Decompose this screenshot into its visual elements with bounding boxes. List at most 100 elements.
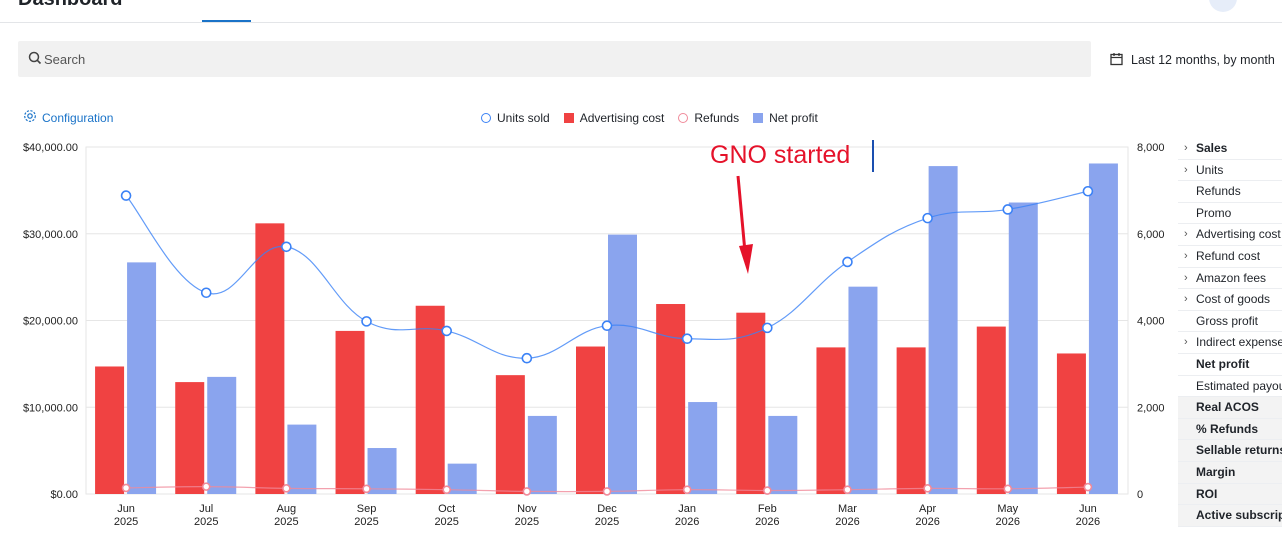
metric-label: Active subscriptions (1196, 508, 1282, 523)
point-refunds (362, 484, 371, 494)
calendar-icon (1110, 52, 1123, 69)
metric-row[interactable]: › Refund cost (1178, 246, 1282, 268)
point-units-sold (1002, 204, 1014, 215)
metric-label: Sales (1196, 141, 1228, 155)
metric-label: Refunds (1196, 184, 1241, 199)
legend-item-net-profit[interactable]: Net profit (753, 111, 818, 125)
x-tick-label-month: Oct (438, 503, 455, 515)
metric-label: Sellable returns (1196, 443, 1282, 458)
point-refunds (201, 482, 211, 491)
x-tick-label-month: Jun (1079, 503, 1097, 515)
metric-label: Cost of goods (1196, 292, 1271, 307)
metric-label: Indirect expenses (1196, 335, 1282, 350)
x-tick-label-month: May (997, 503, 1018, 515)
gear-icon (23, 109, 37, 126)
page-title: Dashboard (18, 0, 122, 11)
metric-label: ROI (1196, 486, 1218, 501)
annotation-text: GNO started (710, 141, 851, 169)
bar-advertising-cost (335, 330, 365, 494)
y-tick-label-right: 6,000 (1137, 229, 1165, 241)
chevron-right-icon[interactable]: › (1184, 228, 1188, 241)
point-refunds (843, 485, 852, 494)
bar-advertising-cost (896, 347, 926, 494)
legend-item-advertising-cost[interactable]: Advertising cost (563, 111, 664, 125)
bar-advertising-cost (415, 305, 445, 494)
chevron-right-icon[interactable]: › (1184, 271, 1188, 284)
metric-row[interactable]: › Cost of goods (1178, 289, 1282, 311)
y-tick-label-left: $10,000.00 (23, 402, 78, 414)
configuration-label: Configuration (42, 110, 114, 125)
chevron-right-icon[interactable]: › (1184, 249, 1188, 262)
y-tick-label-right: 8,000 (1137, 142, 1165, 154)
metric-row[interactable]: Active subscriptions (1178, 505, 1282, 527)
avatar[interactable] (1209, 0, 1237, 12)
x-tick-label-month: Sep (357, 503, 377, 515)
metric-row[interactable]: Estimated payout (1178, 376, 1282, 398)
x-tick-label-year: 2025 (595, 516, 619, 528)
metric-row[interactable]: › Advertising cost (1178, 224, 1282, 246)
annotation-arrow-shaft (736, 175, 747, 253)
legend-item-refunds[interactable]: Refunds (678, 111, 739, 125)
point-units-sold (441, 325, 452, 337)
bar-net-profit (608, 234, 637, 494)
metric-label: Margin (1196, 464, 1236, 479)
point-refunds (282, 484, 291, 493)
date-range-selector[interactable]: Last 12 months, by month (1110, 51, 1275, 69)
point-refunds (442, 485, 451, 494)
x-tick-label-year: 2025 (354, 516, 378, 528)
bar-advertising-cost (976, 326, 1006, 494)
search-bar[interactable] (18, 41, 1091, 77)
metric-label: Advertising cost (1196, 227, 1281, 242)
y-tick-label-left: $30,000.00 (23, 229, 78, 241)
y-tick-label-right: 0 (1137, 489, 1143, 501)
metric-row[interactable]: Net profit (1178, 354, 1282, 376)
metric-row[interactable]: › Amazon fees (1178, 268, 1282, 290)
metric-row[interactable]: › Indirect expenses (1178, 332, 1282, 354)
legend-swatch-units-sold (481, 113, 491, 123)
configuration-link[interactable]: Configuration (23, 109, 113, 126)
metric-row[interactable]: Promo (1178, 203, 1282, 225)
y-tick-label-right: 4,000 (1137, 316, 1165, 328)
metric-row[interactable]: › Sales (1178, 138, 1282, 160)
legend-swatch-refunds (678, 113, 689, 123)
metric-label: Estimated payout (1196, 378, 1282, 393)
chevron-right-icon[interactable]: › (1184, 293, 1188, 306)
metric-row[interactable]: % Refunds (1178, 418, 1282, 441)
legend-label-net-profit: Net profit (769, 111, 818, 125)
metrics-list: › Sales › Units Refunds Promo › Advertising cos… (1178, 138, 1282, 527)
x-tick-label-month: Mar (838, 503, 857, 515)
metric-row[interactable]: Real ACOS (1178, 397, 1282, 419)
chart-legend: Units sold Advertising cost Refunds Net … (481, 110, 832, 126)
bar-advertising-cost (495, 375, 525, 494)
bar-net-profit (768, 415, 798, 494)
metric-row[interactable]: Refunds (1178, 181, 1282, 203)
legend-swatch-advertising-cost (563, 113, 574, 123)
bar-advertising-cost (95, 366, 125, 494)
metric-row[interactable]: ROI (1178, 483, 1282, 506)
point-units-sold (361, 316, 372, 327)
point-refunds (923, 484, 932, 493)
metric-row[interactable]: Gross profit (1178, 311, 1282, 333)
point-refunds (1003, 484, 1013, 494)
date-range-label: Last 12 months, by month (1131, 53, 1275, 67)
y-tick-label-right: 2,000 (1137, 402, 1165, 414)
chevron-right-icon[interactable]: › (1184, 336, 1188, 349)
point-units-sold (281, 241, 292, 253)
metric-row[interactable]: Sellable returns (1178, 440, 1282, 462)
metric-row[interactable]: Margin (1178, 461, 1282, 484)
bar-net-profit (1088, 163, 1118, 495)
point-refunds (522, 487, 532, 496)
combo-chart: $0.00 $10,000.00 $20,000.00 $30,000.00 $40,0… (23, 142, 1165, 528)
legend-item-units-sold[interactable]: Units sold (481, 111, 550, 125)
bar-advertising-cost (656, 304, 686, 494)
x-tick-label-year: 2026 (915, 516, 939, 528)
x-tick-label-year: 2026 (675, 516, 699, 528)
metric-row[interactable]: › Units (1178, 160, 1282, 182)
chevron-right-icon[interactable]: › (1184, 163, 1188, 176)
chevron-right-icon[interactable]: › (1184, 142, 1188, 154)
legend-swatch-net-profit (753, 113, 764, 123)
search-input[interactable] (44, 50, 844, 68)
bar-advertising-cost (175, 382, 205, 494)
x-tick-label-year: 2026 (755, 516, 779, 528)
x-tick-label-month: Nov (517, 503, 537, 515)
